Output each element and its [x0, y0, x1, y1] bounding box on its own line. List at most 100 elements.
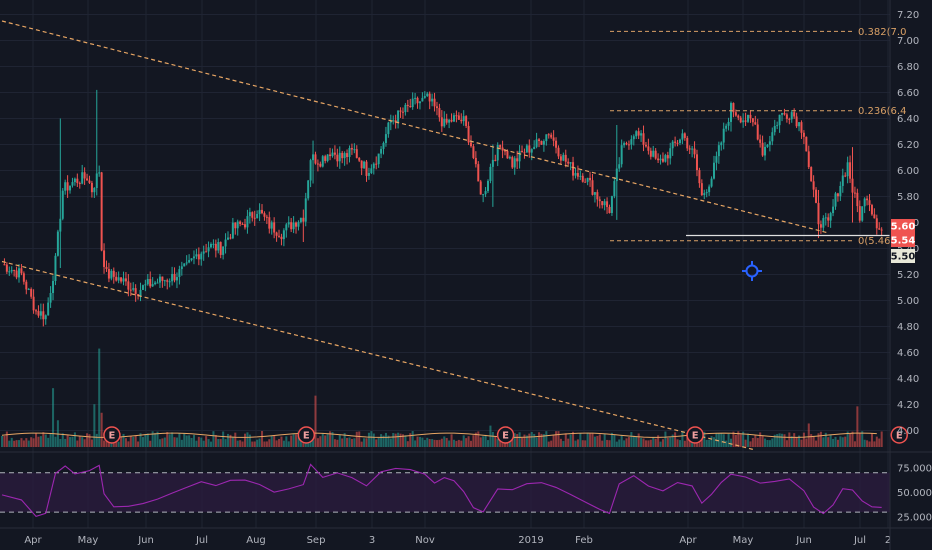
candle-body — [217, 242, 220, 251]
volume-bar — [137, 441, 140, 447]
volume-bar — [234, 432, 237, 447]
volume-bar — [620, 435, 623, 447]
candle-body — [265, 216, 268, 218]
candle-body — [861, 206, 864, 221]
volume-bar — [37, 436, 40, 447]
candle-body — [149, 278, 152, 287]
candle-body — [620, 145, 623, 165]
candle-body — [615, 168, 618, 182]
candle-body — [275, 232, 278, 236]
candle-body — [732, 103, 735, 113]
earnings-marker — [103, 426, 121, 444]
volume-bar — [450, 434, 453, 447]
candle-body — [720, 142, 723, 146]
volume-bar — [346, 437, 349, 447]
candle-body — [151, 284, 154, 287]
volume-bar — [282, 440, 285, 447]
volume-bar — [644, 440, 647, 447]
candle-body — [501, 147, 504, 151]
price-tick-label: 6.60 — [897, 88, 919, 99]
time-tick-label: 2019 — [518, 535, 543, 546]
candle-body — [78, 182, 81, 184]
volume-bar — [3, 435, 6, 447]
volume-bar — [258, 438, 261, 447]
volume-bar — [822, 437, 825, 447]
candle-body — [416, 97, 419, 104]
candle-body — [183, 263, 186, 267]
volume-bar — [533, 433, 536, 447]
volume-bar — [105, 436, 108, 447]
volume-bar — [406, 441, 409, 447]
volume-bar — [154, 433, 157, 447]
candle-body — [280, 236, 283, 240]
volume-bars — [1, 348, 883, 447]
volume-bar — [253, 441, 256, 447]
volume-bar — [880, 431, 883, 447]
volume-bar — [535, 437, 538, 447]
volume-bar — [525, 435, 528, 447]
candle-body — [144, 284, 147, 286]
earnings-marker — [297, 426, 316, 444]
volume-bar — [839, 436, 842, 447]
candle-body — [261, 209, 264, 214]
candle-body — [856, 192, 859, 207]
crosshair-target-icon[interactable] — [742, 261, 762, 281]
volume-bar — [538, 432, 541, 447]
volume-bar — [435, 440, 438, 447]
rsi-tick-label: 75.0000 — [897, 463, 932, 474]
candle-body — [175, 277, 178, 281]
candle-body — [742, 120, 745, 123]
candle-body — [292, 222, 295, 230]
candle-body — [691, 148, 694, 150]
candle-body — [815, 189, 818, 203]
candle-body — [472, 146, 475, 158]
volume-bar — [10, 437, 13, 447]
volume-bar — [640, 437, 643, 447]
candle-body — [25, 281, 28, 290]
volume-bar — [761, 435, 764, 447]
volume-bar — [404, 435, 407, 447]
candle-body — [399, 110, 402, 112]
candle-body — [219, 242, 222, 255]
candle-body — [564, 154, 567, 162]
volume-bar — [754, 435, 757, 447]
volume-bar — [32, 438, 35, 447]
volume-bar — [54, 436, 57, 447]
volume-bar — [47, 437, 50, 447]
candle-body — [49, 293, 52, 303]
volume-bar — [836, 439, 839, 447]
candle-body — [717, 145, 720, 157]
candle-body — [66, 182, 69, 191]
candle-body — [166, 280, 169, 282]
candle-body — [535, 139, 538, 147]
volume-bar — [637, 433, 640, 447]
volume-bar — [678, 440, 681, 447]
candle-body — [122, 278, 125, 282]
candle-body — [285, 224, 288, 231]
volume-bar — [375, 439, 378, 447]
volume-bar — [681, 431, 684, 447]
candle-body — [666, 155, 669, 159]
candle-body — [73, 178, 76, 183]
rsi-line — [1, 463, 882, 518]
candle-body — [766, 144, 769, 147]
volume-bar — [438, 439, 441, 447]
candle-body — [781, 113, 784, 115]
volume-bar — [392, 432, 395, 447]
candle-body — [569, 162, 572, 164]
volume-bar — [336, 439, 339, 447]
candle-body — [749, 114, 752, 119]
volume-bar — [312, 440, 315, 447]
candle-body — [601, 201, 604, 206]
candle-body — [387, 122, 390, 135]
candle-body — [421, 97, 424, 102]
volume-bar — [601, 440, 604, 447]
candle-body — [790, 112, 793, 120]
candle-body — [438, 108, 441, 118]
candle-body — [224, 239, 227, 247]
earnings-marker-label: E — [303, 431, 310, 442]
candle-body — [559, 156, 562, 161]
volume-bar — [127, 441, 130, 447]
volume-bar — [501, 440, 504, 447]
